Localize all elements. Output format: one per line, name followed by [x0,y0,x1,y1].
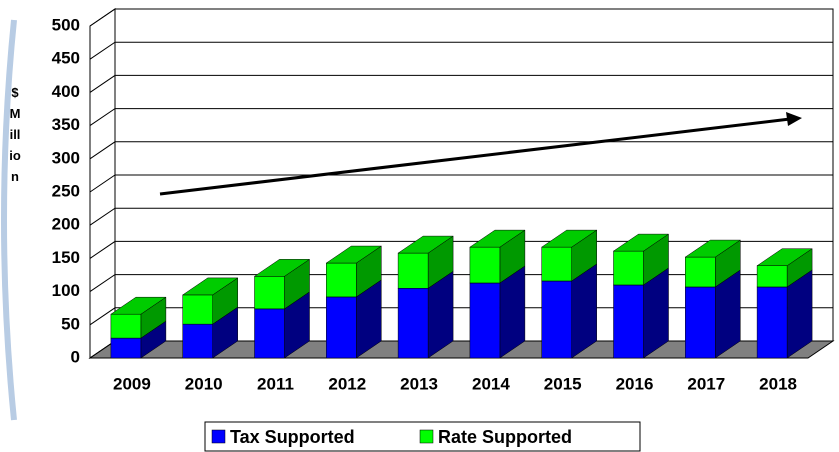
grid-line [89,174,833,193]
x-tick-label: 2009 [113,374,151,393]
plot: 0 50 100 150 200 250 300 350 400 450 500 2009 2010 20… [52,8,835,452]
bar [326,296,357,359]
bar [756,286,788,359]
bar-top [397,235,454,254]
trend-arrow [159,117,791,196]
bar [685,286,716,359]
x-tick-label: 2014 [472,374,510,393]
legend-label: Tax Supported [230,427,355,447]
legend-swatch [419,429,434,444]
bar [254,308,285,359]
bar-top [110,296,167,315]
x-tick-label: 2012 [328,374,366,393]
arrow-head [786,112,802,126]
bar [110,313,142,339]
y-tick-label: 500 [52,15,80,34]
y-tick-label: 250 [52,181,80,200]
bar-top [756,248,813,266]
y-tick-label: 300 [52,148,80,167]
y-tick-label: 400 [52,82,80,101]
y-tick-label: 50 [61,314,80,333]
bar-top [181,277,239,296]
bar [613,250,644,286]
bar [469,282,501,359]
bar-top [325,245,383,264]
x-tick-label: 2015 [544,374,582,393]
bar [326,262,357,298]
grid-line [89,74,833,93]
bar [110,337,142,359]
bar [469,246,501,284]
bar-top [684,239,742,258]
y-tick-label: 450 [52,49,80,68]
bar [397,252,429,289]
x-tick-label: 2010 [185,374,223,393]
bar-top [469,229,526,248]
x-tick-label: 2018 [759,374,797,393]
y-tick-label: 200 [52,215,80,234]
x-tick-label: 2011 [257,374,294,393]
bar [541,280,572,359]
legend-swatch [211,429,226,444]
x-tick-label: 2017 [687,374,725,393]
legend-label: Rate Supported [438,427,572,447]
legend: Tax Supported Rate Supported [204,421,641,452]
y-axis-label: $ Million [9,85,21,184]
grid-line [89,207,833,226]
bar-top [612,233,670,252]
x-tick-label: 2013 [400,374,438,393]
x-tick-label: 2016 [616,374,654,393]
bar-top [253,259,311,277]
decoration [1,19,17,421]
y-tick-label: 0 [71,347,80,366]
bar [613,284,644,359]
bar-top [540,229,598,248]
y-tick-label: 150 [52,248,80,267]
bar [182,323,213,359]
bar [756,265,788,288]
bar [182,294,213,325]
bar [541,246,572,282]
bar [685,256,716,288]
grid-line [89,8,833,27]
grid-line [89,108,833,127]
bar [254,276,285,310]
y-tick-label: 100 [52,281,80,300]
grid-line [89,41,833,60]
bar [397,288,429,359]
y-tick-label: 350 [52,115,80,134]
